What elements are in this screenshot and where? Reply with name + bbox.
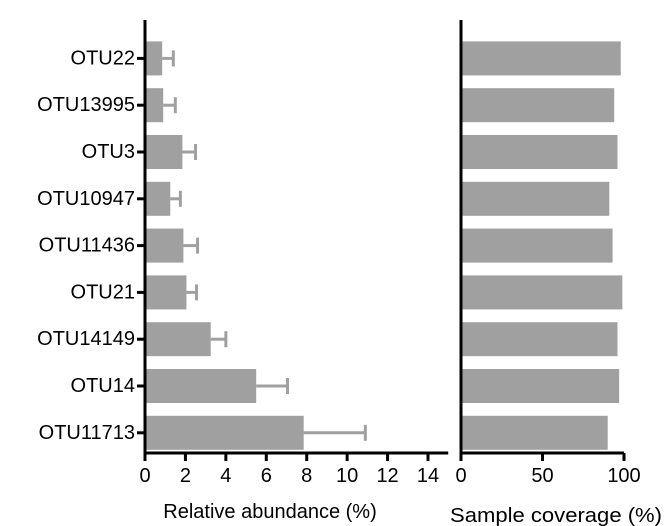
abundance-bar-otu13995: [145, 88, 164, 123]
abundance-bar-otu14: [145, 369, 257, 403]
abundance-bar-otu22: [145, 41, 163, 76]
abundance-error-bars: [162, 50, 367, 441]
category-label-otu21: OTU21: [71, 281, 135, 303]
coverage-bar-otu13995: [461, 88, 615, 123]
coverage-x-ticks: 0 50 100: [455, 453, 641, 487]
abundance-bar-otu21: [145, 275, 187, 310]
abundance-bars: [145, 41, 304, 450]
abundance-x-axis-label: Relative abundance (%): [163, 501, 376, 523]
x-tick-label-4: 4: [220, 465, 231, 487]
coverage-bar-otu3: [461, 135, 618, 169]
category-label-otu11436: OTU11436: [39, 235, 135, 257]
abundance-bar-otu10947: [145, 181, 171, 216]
abundance-x-ticks: 0 2 4 6 8 10 12 14: [139, 453, 439, 487]
coverage-bar-otu10947: [461, 181, 610, 216]
abundance-panel: OTU22 OTU13995 OTU3 OTU10947 OTU11436 OTU21 OT…: [37, 20, 449, 523]
coverage-bar-otu21: [461, 275, 623, 310]
x-tick-label-14: 14: [417, 465, 439, 487]
coverage-x-tick-label-0: 0: [455, 465, 466, 487]
x-tick-label-8: 8: [301, 465, 312, 487]
category-label-otu14: OTU14: [71, 375, 135, 397]
category-label-otu10947: OTU10947: [37, 188, 135, 210]
coverage-bar-otu14149: [461, 322, 618, 357]
abundance-bar-otu11713: [145, 415, 304, 450]
category-label-otu11713: OTU11713: [39, 422, 135, 444]
abundance-bar-otu14149: [145, 322, 211, 357]
x-tick-label-2: 2: [180, 465, 191, 487]
x-tick-label-0: 0: [139, 465, 150, 487]
abundance-y-ticks: OTU22 OTU13995 OTU3 OTU10947 OTU11436 OTU21 OT…: [37, 47, 145, 444]
coverage-x-axis-label: Sample coverage (%): [450, 505, 662, 526]
coverage-bar-otu22: [461, 41, 621, 76]
coverage-bars: [461, 41, 623, 450]
abundance-bar-otu3: [145, 135, 183, 169]
coverage-panel: 0 50 100 Sample coverage (%): [450, 20, 662, 526]
coverage-bar-otu11436: [461, 228, 613, 263]
coverage-x-tick-label-50: 50: [531, 465, 553, 487]
x-tick-label-12: 12: [376, 465, 398, 487]
category-label-otu3: OTU3: [82, 141, 135, 163]
coverage-x-tick-label-100: 100: [607, 465, 640, 487]
coverage-bar-otu14: [461, 369, 620, 403]
abundance-bar-otu11436: [145, 228, 184, 263]
coverage-bar-otu11713: [461, 415, 608, 450]
x-tick-label-6: 6: [261, 465, 272, 487]
category-label-otu13995: OTU13995: [37, 94, 135, 116]
category-label-otu14149: OTU14149: [37, 328, 135, 350]
category-label-otu22: OTU22: [71, 47, 135, 69]
x-tick-label-10: 10: [336, 465, 358, 487]
